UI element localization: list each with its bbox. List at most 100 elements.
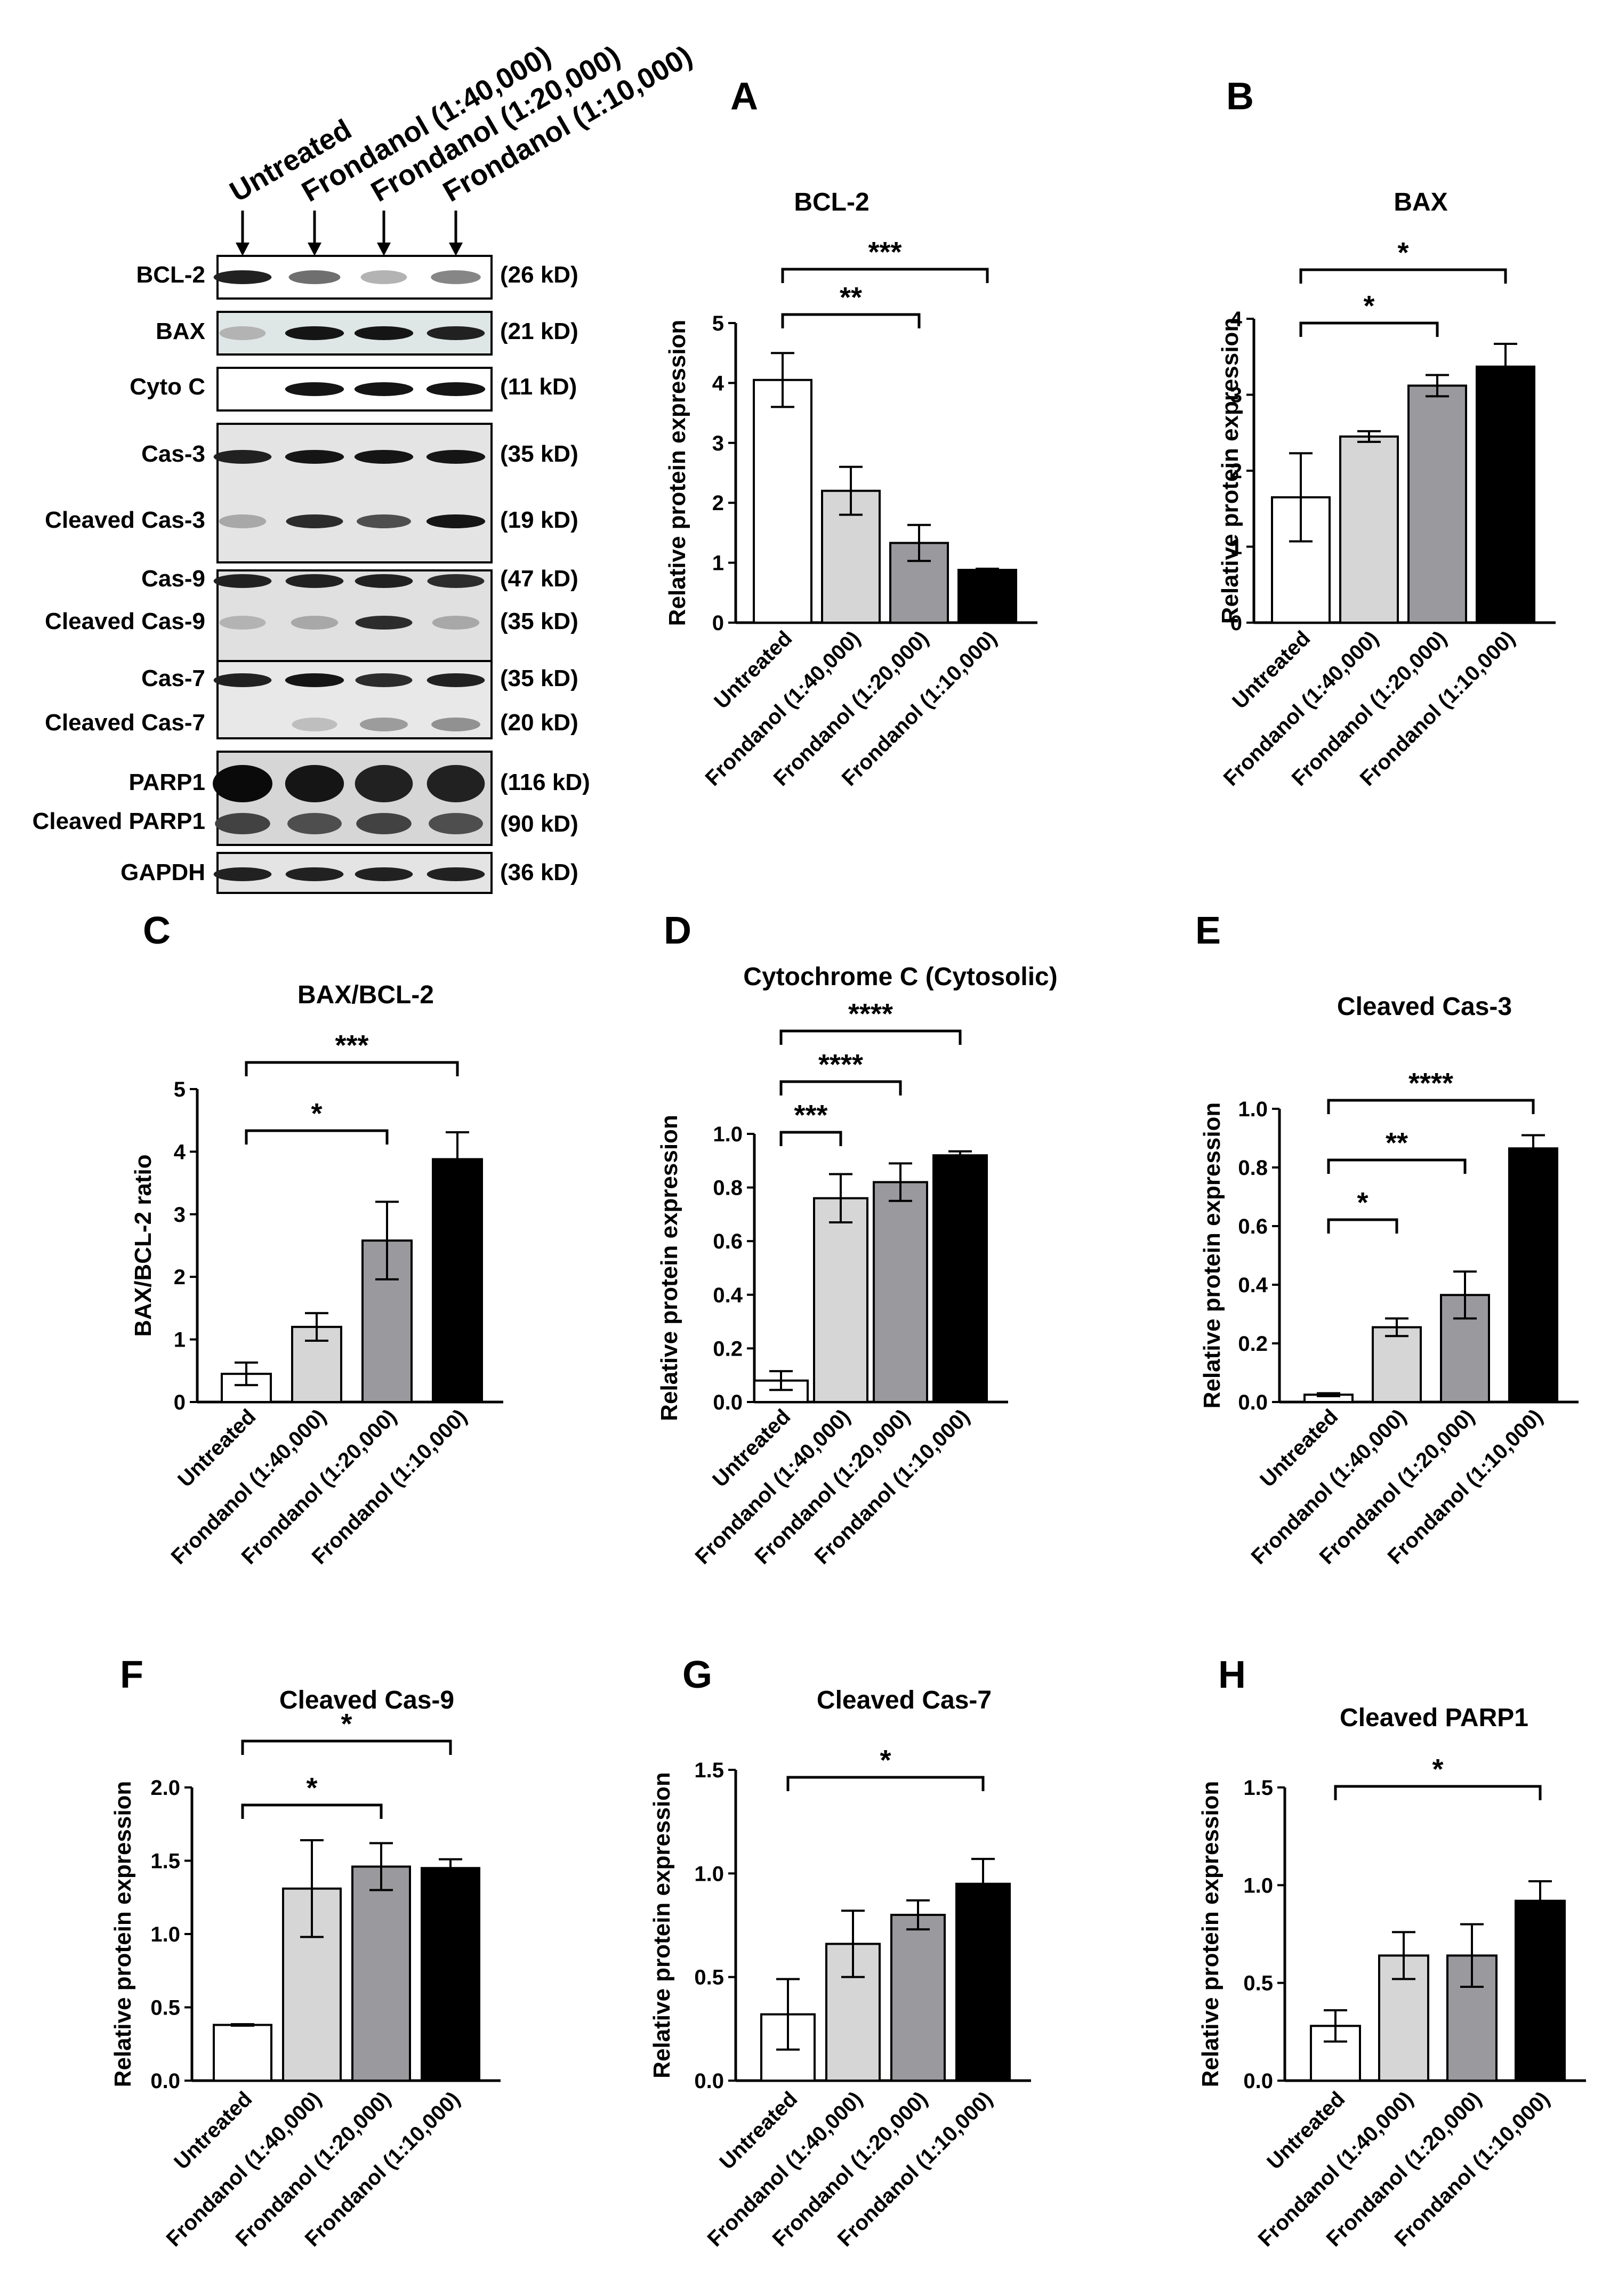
- y-tick-label: 2: [1230, 460, 1242, 483]
- significance-bracket: [245, 1061, 459, 1076]
- blot-size-label: (26 kD): [500, 262, 578, 288]
- blot-band: [354, 382, 414, 396]
- bar: [1407, 384, 1467, 624]
- y-tick-label: 1.0: [1243, 1874, 1273, 1897]
- chart-title: Cleaved Cas-7: [817, 1686, 992, 1714]
- blot-size-label: (21 kD): [500, 318, 578, 344]
- chart-title: Cleaved Cas-9: [279, 1686, 454, 1714]
- blot-size-label: (47 kD): [500, 566, 578, 592]
- blot-band: [431, 718, 480, 731]
- bar: [1339, 435, 1399, 624]
- blot-band: [287, 813, 342, 834]
- significance-bracket: [781, 268, 989, 283]
- blot-protein-label: BAX: [156, 318, 205, 344]
- blot-band: [355, 616, 413, 630]
- significance-bracket: [779, 1080, 902, 1095]
- blot-band: [285, 326, 344, 340]
- blot-protein-label: Cyto C: [130, 374, 205, 400]
- blot-band: [429, 813, 483, 834]
- y-tick-label: 2: [174, 1266, 186, 1289]
- y-tick-label: 3: [1230, 384, 1242, 407]
- blot-band: [431, 270, 481, 284]
- blot-band: [213, 450, 272, 464]
- blot-band: [286, 514, 343, 528]
- bar: [813, 1197, 868, 1403]
- blot-band: [285, 673, 344, 687]
- significance-label: *: [1363, 290, 1374, 322]
- chart-title: BAX: [1394, 188, 1447, 216]
- significance-bracket: [781, 313, 921, 328]
- significance-label: ****: [1408, 1067, 1453, 1099]
- y-tick-label: 1: [1230, 536, 1242, 559]
- bar: [351, 1865, 411, 2082]
- blot-protein-label: GAPDH: [120, 859, 205, 885]
- panel-letter: C: [143, 909, 171, 952]
- y-tick-label: 5: [712, 312, 724, 335]
- blot-band: [219, 514, 267, 528]
- y-tick-label: 1.5: [1243, 1776, 1273, 1800]
- significance-label: *: [1432, 1753, 1443, 1785]
- chart-title: BCL-2: [794, 188, 869, 216]
- bar: [932, 1154, 988, 1403]
- y-tick-label: 0: [174, 1391, 186, 1414]
- significance-label: *: [306, 1772, 317, 1804]
- blot-size-label: (35 kD): [500, 608, 578, 634]
- blot-size-label: (20 kD): [500, 710, 578, 736]
- significance-label: ****: [848, 998, 893, 1030]
- y-axis-label: BAX/BCL-2 ratio: [130, 1154, 156, 1336]
- blot-protein-label: Cas-9: [141, 566, 205, 592]
- y-tick-label: 0: [712, 611, 724, 635]
- blot-band: [213, 574, 272, 588]
- significance-label: *: [1397, 237, 1408, 269]
- y-axis-label: Relative protein expression: [1199, 1102, 1225, 1409]
- blot-band: [355, 574, 413, 588]
- panel-letter: D: [664, 909, 691, 952]
- y-tick-label: 0.5: [694, 1966, 724, 1989]
- blot-protein-label: Cleaved PARP1: [33, 808, 205, 834]
- blot-band: [427, 574, 485, 588]
- blot-band: [213, 673, 272, 687]
- blot-size-label: (90 kD): [500, 811, 578, 837]
- blot-band: [426, 867, 485, 881]
- y-tick-label: 0.5: [1243, 1972, 1273, 1995]
- significance-bracket: [1299, 321, 1439, 337]
- bar: [873, 1181, 928, 1404]
- y-axis-label: Relative protein expression: [664, 320, 690, 626]
- blot-band: [355, 867, 413, 881]
- blot-protein-label: Cas-7: [141, 665, 205, 691]
- blot-band: [285, 382, 344, 396]
- y-axis-label: Relative protein expression: [656, 1115, 682, 1421]
- y-tick-label: 5: [174, 1078, 186, 1101]
- bar: [291, 1326, 342, 1404]
- blot-band: [285, 450, 344, 464]
- y-tick-label: 1.5: [694, 1759, 724, 1782]
- y-tick-label: 3: [174, 1203, 186, 1227]
- panel-letter: B: [1226, 75, 1254, 118]
- blot-size-label: (35 kD): [500, 665, 578, 691]
- bar: [1372, 1326, 1422, 1403]
- blot-band: [219, 326, 266, 340]
- panel-letter: H: [1218, 1654, 1246, 1696]
- significance-label: ***: [868, 236, 901, 268]
- y-tick-label: 2: [712, 492, 724, 515]
- significance-label: **: [840, 281, 862, 313]
- y-axis-label: Relative protein expression: [649, 1772, 675, 2079]
- significance-label: **: [1386, 1127, 1408, 1159]
- panel-letter: F: [120, 1654, 143, 1696]
- chart-title: BAX/BCL-2: [297, 981, 434, 1009]
- blot-band: [355, 765, 413, 802]
- blot-size-label: (11 kD): [500, 374, 577, 400]
- y-tick-label: 0.0: [713, 1391, 743, 1414]
- blot-band: [291, 616, 339, 630]
- y-tick-label: 0.8: [713, 1177, 743, 1200]
- blot-band: [354, 326, 414, 340]
- y-tick-label: 0.6: [1238, 1215, 1268, 1238]
- y-tick-label: 4: [712, 372, 724, 395]
- panel-letter: G: [682, 1654, 712, 1696]
- bar: [753, 378, 812, 624]
- significance-label: ***: [335, 1029, 368, 1061]
- bar: [432, 1158, 483, 1404]
- y-tick-label: 1.0: [713, 1123, 743, 1146]
- significance-label: *: [341, 1708, 352, 1740]
